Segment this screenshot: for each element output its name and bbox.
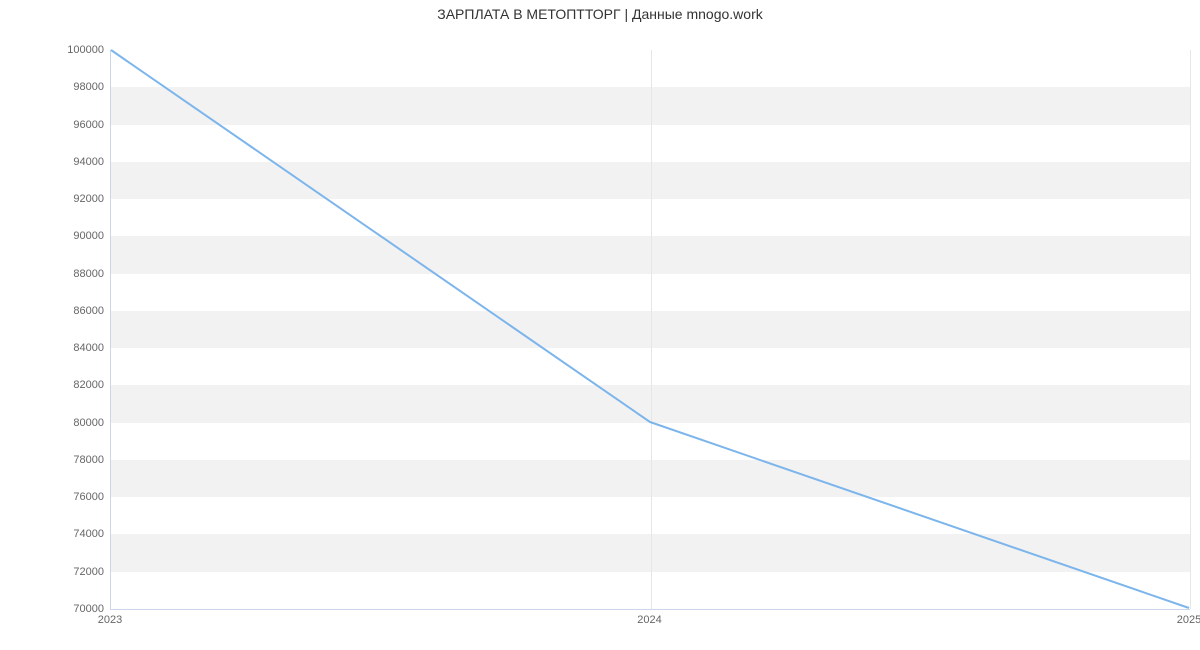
- y-axis-label: 94000: [73, 156, 104, 168]
- y-axis-label: 90000: [73, 230, 104, 242]
- y-axis-label: 82000: [73, 379, 104, 391]
- y-axis-label: 92000: [73, 193, 104, 205]
- series-line-salary: [111, 50, 1189, 608]
- plot-area: [110, 50, 1190, 610]
- y-axis-label: 78000: [73, 454, 104, 466]
- x-axis-label: 2025: [1177, 614, 1200, 626]
- line-layer: [111, 50, 1190, 609]
- x-axis-label: 2024: [637, 614, 661, 626]
- y-axis-label: 98000: [73, 81, 104, 93]
- x-axis-label: 2023: [98, 614, 122, 626]
- y-axis-label: 96000: [73, 119, 104, 131]
- y-axis-label: 72000: [73, 566, 104, 578]
- y-axis-label: 88000: [73, 268, 104, 280]
- salary-chart: ЗАРПЛАТА В МЕТОПТТОРГ | Данные mnogo.wor…: [0, 0, 1200, 650]
- chart-title: ЗАРПЛАТА В МЕТОПТТОРГ | Данные mnogo.wor…: [0, 6, 1200, 22]
- y-axis-label: 80000: [73, 417, 104, 429]
- y-axis-label: 100000: [67, 44, 104, 56]
- y-axis-label: 84000: [73, 342, 104, 354]
- y-axis-label: 74000: [73, 528, 104, 540]
- y-axis-label: 76000: [73, 491, 104, 503]
- y-axis-label: 86000: [73, 305, 104, 317]
- x-gridline: [1190, 50, 1191, 609]
